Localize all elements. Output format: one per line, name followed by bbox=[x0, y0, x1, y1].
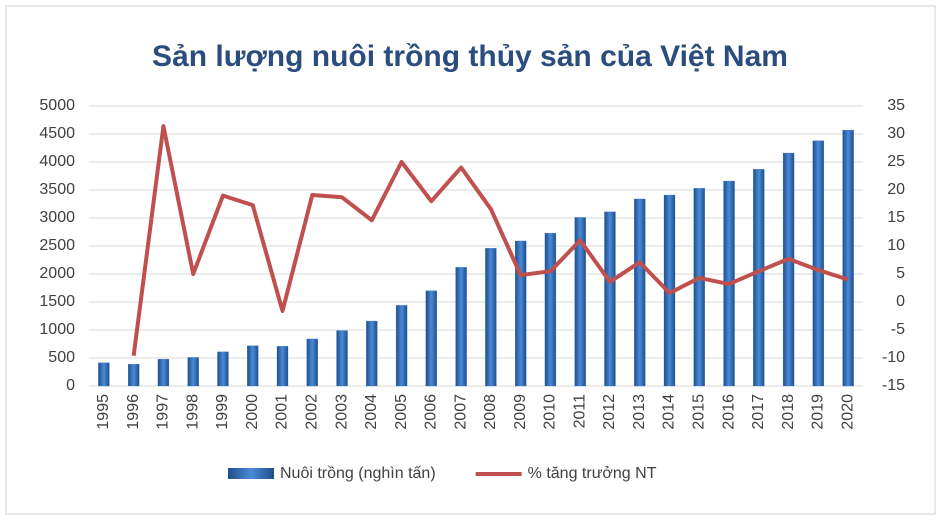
x-tick-label: 1996 bbox=[125, 394, 142, 430]
x-tick-label: 2007 bbox=[452, 394, 469, 430]
bar bbox=[276, 346, 289, 387]
bar bbox=[634, 198, 646, 387]
x-tick-label: 1995 bbox=[95, 394, 112, 430]
bar bbox=[306, 338, 318, 387]
y-tick-label: 0 bbox=[66, 377, 75, 394]
x-tick-label: 2005 bbox=[393, 394, 410, 430]
bar bbox=[247, 345, 259, 387]
x-tick-label: 2016 bbox=[720, 394, 737, 430]
y2-tick-label: 20 bbox=[887, 181, 905, 198]
x-tick-label: 2017 bbox=[750, 394, 767, 430]
y2-tick-label: 35 bbox=[887, 97, 905, 114]
x-tick-label: 2015 bbox=[690, 394, 707, 430]
legend-label: Nuôi trồng (nghìn tấn) bbox=[280, 465, 436, 482]
y2-tick-label: -5 bbox=[891, 321, 905, 338]
x-tick-label: 2004 bbox=[363, 394, 380, 430]
bar bbox=[336, 330, 348, 387]
x-tick-label: 2009 bbox=[512, 394, 529, 430]
x-tick-label: 2011 bbox=[571, 394, 588, 429]
y-tick-label: 4000 bbox=[39, 153, 75, 170]
x-tick-label: 2008 bbox=[482, 394, 499, 430]
y2-tick-label: 30 bbox=[887, 125, 905, 142]
x-tick-label: 2006 bbox=[423, 394, 440, 430]
y-tick-label: 3000 bbox=[39, 209, 75, 226]
x-tick-label: 2013 bbox=[631, 394, 648, 430]
y2-tick-label: 10 bbox=[887, 237, 905, 254]
bar bbox=[842, 129, 854, 387]
x-tick-label: 2010 bbox=[542, 394, 559, 430]
chart-border bbox=[5, 5, 936, 515]
y-tick-label: 2000 bbox=[39, 265, 75, 282]
bar bbox=[157, 358, 170, 387]
x-tick-label: 2002 bbox=[303, 394, 320, 430]
y-tick-label: 3500 bbox=[39, 181, 75, 198]
x-tick-label: 1997 bbox=[155, 394, 172, 430]
bar bbox=[217, 351, 229, 387]
bar bbox=[128, 364, 140, 387]
y2-tick-label: -15 bbox=[882, 377, 905, 394]
x-tick-label: 1998 bbox=[184, 394, 201, 430]
bar bbox=[753, 169, 765, 387]
bar bbox=[485, 248, 497, 387]
chart-title: Sản lượng nuôi trồng thủy sản của Việt N… bbox=[152, 40, 788, 73]
x-tick-label: 2000 bbox=[244, 394, 261, 430]
bar bbox=[455, 267, 467, 387]
x-tick-label: 2003 bbox=[333, 394, 350, 430]
y-tick-label: 500 bbox=[48, 349, 75, 366]
x-tick-label: 2001 bbox=[274, 394, 291, 430]
bar bbox=[812, 140, 824, 387]
bar bbox=[544, 232, 557, 387]
bar bbox=[693, 188, 705, 387]
bar bbox=[425, 290, 437, 387]
y-tick-label: 5000 bbox=[39, 97, 75, 114]
x-tick-label: 2019 bbox=[810, 394, 827, 430]
bar bbox=[98, 362, 110, 387]
y-tick-label: 1500 bbox=[39, 293, 75, 310]
legend-swatch bbox=[228, 468, 274, 479]
bar bbox=[515, 240, 527, 387]
y2-tick-label: 5 bbox=[896, 265, 905, 282]
y-tick-label: 4500 bbox=[39, 125, 75, 142]
bar bbox=[395, 305, 408, 387]
x-tick-label: 2020 bbox=[839, 394, 856, 430]
x-tick-label: 2018 bbox=[780, 394, 797, 430]
bar bbox=[187, 357, 199, 387]
x-tick-label: 1999 bbox=[214, 394, 231, 430]
y2-tick-label: -10 bbox=[882, 349, 905, 366]
line bbox=[131, 124, 849, 357]
bar bbox=[782, 152, 795, 387]
y2-tick-label: 25 bbox=[887, 153, 905, 170]
x-tick-label: 2012 bbox=[601, 394, 618, 430]
bar bbox=[366, 320, 378, 387]
y2-tick-label: 0 bbox=[896, 293, 905, 310]
x-tick-label: 2014 bbox=[661, 394, 678, 430]
legend-label: % tăng trưởng NT bbox=[528, 465, 657, 482]
bar bbox=[604, 211, 616, 387]
y-tick-label: 2500 bbox=[39, 237, 75, 254]
y2-tick-label: 15 bbox=[887, 209, 905, 226]
bar bbox=[574, 217, 586, 387]
y-tick-label: 1000 bbox=[39, 321, 75, 338]
